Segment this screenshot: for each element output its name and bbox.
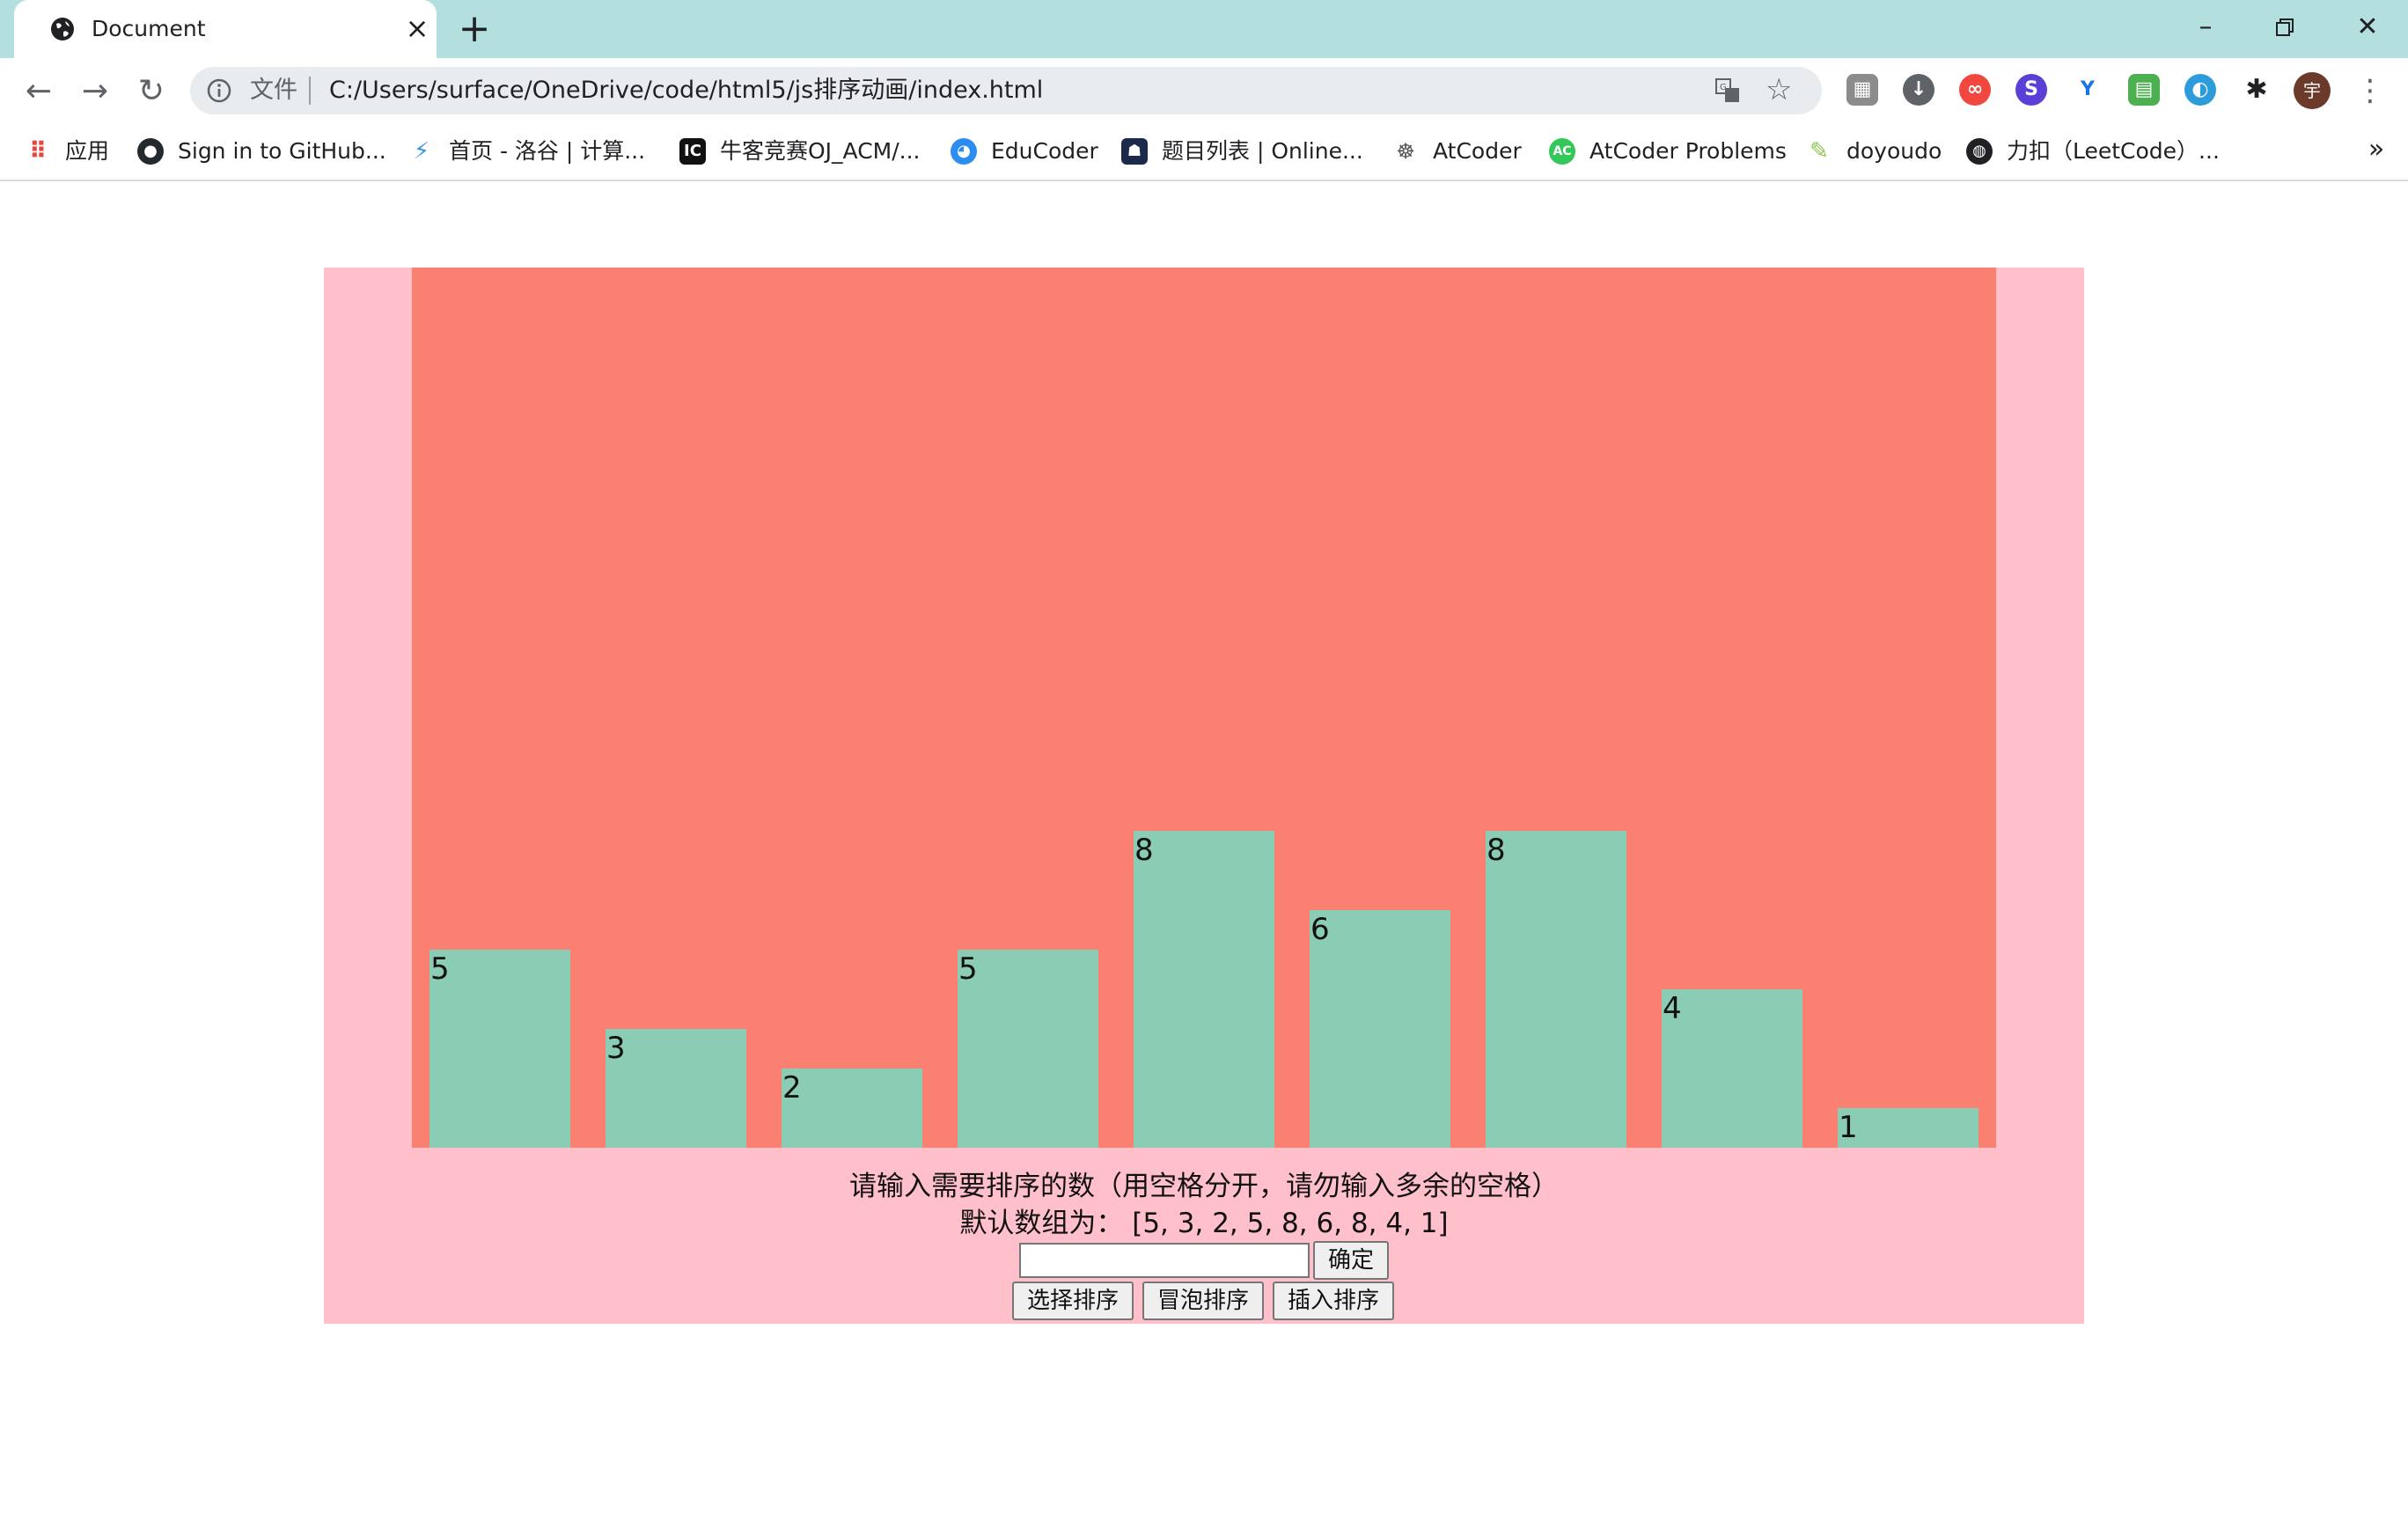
insertion-sort-button[interactable]: 插入排序	[1273, 1282, 1394, 1320]
info-icon[interactable]	[206, 77, 232, 104]
bar-8	[1662, 989, 1802, 1148]
address-bar[interactable]: 文件 C:/Users/surface/OneDrive/code/html5/…	[190, 67, 1822, 114]
more-bookmarks-icon[interactable]: »	[2368, 134, 2385, 165]
y-extension-icon[interactable]: Y	[2072, 74, 2103, 106]
bar-7	[1486, 831, 1626, 1148]
sort-app-container: 5 3 2 5 8 6 8 4 1 请输入需要排序的数（用空格分开，请勿输入多余的空格） 默认数…	[324, 268, 2084, 1324]
minimize-icon[interactable]: –	[2199, 11, 2213, 42]
bar-4	[958, 950, 1098, 1148]
svg-text:G: G	[1720, 83, 1727, 92]
bar-label-6: 6	[1310, 912, 1330, 947]
bar-label-7: 8	[1487, 833, 1506, 868]
sort-bar-chart: 5 3 2 5 8 6 8 4 1	[412, 268, 1996, 1148]
url-text[interactable]: C:/Users/surface/OneDrive/code/html5/js排…	[329, 77, 1044, 104]
educoder-icon: ◕	[951, 138, 977, 165]
print-extension-icon[interactable]: ▤	[2128, 74, 2160, 106]
profile-avatar[interactable]: 宇	[2294, 72, 2331, 109]
atcoder-icon: ☸	[1396, 139, 1415, 164]
confirm-button[interactable]: 确定	[1313, 1241, 1389, 1280]
apps-grid-icon: ⠿	[28, 138, 48, 165]
new-tab-icon[interactable]: +	[458, 6, 491, 51]
default-array-line: 默认数组为： [5, 3, 2, 5, 8, 6, 8, 4, 1]	[324, 1206, 2084, 1241]
infinity-extension-icon[interactable]: ∞	[1959, 74, 1991, 106]
bubble-sort-button[interactable]: 冒泡排序	[1142, 1282, 1264, 1320]
scheme-label: 文件	[250, 77, 297, 104]
extensions-puzzle-icon[interactable]: ✱	[2241, 74, 2272, 106]
bar-label-5: 8	[1134, 833, 1154, 868]
translate-icon[interactable]: G	[1714, 77, 1741, 104]
restore-icon[interactable]	[2258, 7, 2311, 48]
bar-1	[429, 950, 570, 1148]
reload-icon[interactable]: ↻	[137, 73, 165, 109]
s-extension-icon[interactable]: S	[2015, 74, 2047, 106]
bar-label-3: 2	[782, 1070, 802, 1105]
browser-toolbar: ← → ↻ 文件 C:/Users/surface/OneDrive/code/…	[0, 58, 2408, 123]
globe-icon	[51, 18, 74, 40]
bar-label-1: 5	[430, 951, 450, 987]
doyoudo-icon: ✎	[1810, 138, 1829, 165]
github-icon: ●	[137, 138, 164, 165]
tab-strip: Document × + – ✕	[0, 0, 2408, 58]
bar-6	[1310, 910, 1450, 1148]
bar-label-2: 3	[606, 1031, 626, 1066]
bar-3	[782, 1069, 922, 1148]
bookmarks-bar: ⠿ 应用 ● Sign in to GitHub... ⚡ 首页 - 洛谷 | …	[0, 123, 2408, 181]
back-icon[interactable]: ←	[25, 73, 53, 109]
tab-title: Document	[92, 16, 206, 41]
color-extension-icon[interactable]: ◐	[2184, 74, 2216, 106]
nowcoder-icon: IC	[679, 138, 706, 165]
bar-5	[1134, 831, 1274, 1148]
tab-close-icon[interactable]: ×	[405, 11, 429, 45]
download-extension-icon[interactable]: ↓	[1903, 74, 1934, 106]
forward-icon[interactable]: →	[81, 73, 109, 109]
window-close-icon[interactable]: ✕	[2356, 11, 2379, 42]
default-array-label: 默认数组为：	[959, 1208, 1124, 1239]
default-array-value: [5, 3, 2, 5, 8, 6, 8, 4, 1]	[1132, 1208, 1449, 1239]
bar-label-8: 4	[1663, 991, 1682, 1026]
online-judge-icon: ☗	[1121, 138, 1148, 165]
globe-icon: ◍	[1966, 138, 1993, 165]
tab-document[interactable]: Document ×	[14, 0, 437, 58]
input-instructions: 请输入需要排序的数（用空格分开，请勿输入多余的空格）	[849, 1171, 1559, 1202]
browser-menu-icon[interactable]: ⋮	[2355, 73, 2385, 108]
numbers-input[interactable]	[1019, 1243, 1310, 1278]
bar-label-9: 1	[1839, 1110, 1858, 1145]
selection-sort-button[interactable]: 选择排序	[1012, 1282, 1134, 1320]
atcoder-problems-icon: AC	[1549, 138, 1575, 165]
luogu-icon: ⚡	[413, 138, 430, 165]
bookmark-star-icon[interactable]: ☆	[1766, 72, 1793, 107]
bar-2	[606, 1029, 746, 1148]
tab-manager-extension-icon[interactable]: ▦	[1846, 74, 1878, 106]
bar-9	[1838, 1108, 1979, 1148]
omnibox-divider	[309, 77, 311, 105]
bar-label-4: 5	[958, 951, 978, 987]
